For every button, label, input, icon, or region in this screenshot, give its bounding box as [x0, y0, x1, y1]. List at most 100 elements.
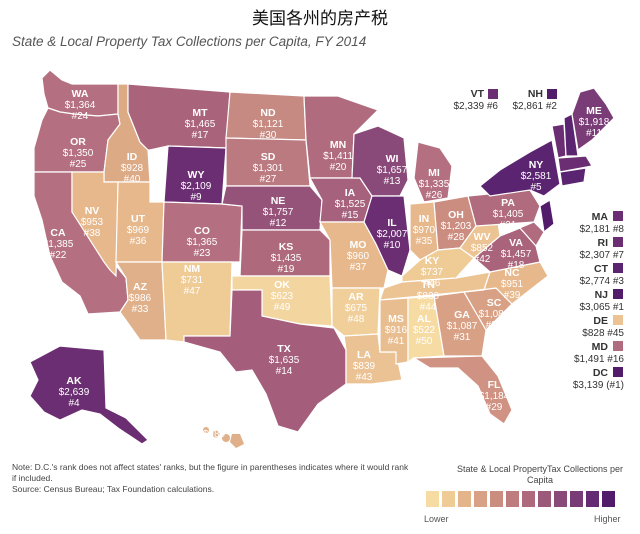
state-rank-ak: #4 — [68, 398, 80, 409]
state-rank-id: #40 — [124, 174, 141, 185]
state-rank-ar: #48 — [348, 314, 365, 325]
state-rank-pa: #21 — [500, 220, 517, 231]
state-tx — [183, 289, 347, 433]
legend-swatch — [490, 491, 503, 507]
state-label-in: IN — [419, 213, 430, 225]
state-co — [161, 201, 243, 263]
state-value-ca: $1,385 — [43, 239, 74, 250]
state-rank-ny: #5 — [530, 182, 542, 193]
state-label-wy: WY — [188, 169, 205, 181]
state-label-hi: HI — [209, 417, 220, 429]
state-label-nv: NV — [85, 205, 100, 217]
state-rank-ne: #12 — [270, 218, 287, 229]
state-label-sd: SD — [261, 151, 276, 163]
callout-label-dc: DC — [593, 367, 609, 379]
state-rank-tn: #44 — [420, 302, 437, 313]
callout-value-ct: $2,774 #3 — [580, 276, 625, 287]
swatch-md — [613, 341, 623, 351]
state-label-ak: AK — [66, 375, 82, 387]
legend-color-scale — [426, 491, 615, 507]
state-label-or: OR — [70, 136, 86, 148]
state-rank-wi: #13 — [384, 176, 401, 187]
state-value-oh: $1,203 — [441, 221, 472, 232]
state-value-ny: $2,581 — [521, 171, 552, 182]
state-label-fl: FL — [488, 379, 501, 391]
legend-swatch — [458, 491, 471, 507]
state-rank-ks: #19 — [278, 264, 295, 275]
state-value-az: $986 — [129, 293, 152, 304]
state-label-id: ID — [127, 151, 138, 163]
state-ak — [29, 345, 149, 445]
state-il — [363, 195, 411, 277]
state-value-hi: $980 — [203, 429, 226, 440]
state-value-va: $1,457 — [501, 249, 532, 260]
state-label-nm: NM — [184, 263, 201, 275]
state-label-pa: PA — [501, 197, 515, 209]
state-label-ar: AR — [348, 291, 364, 303]
callout-label-ct: CT — [594, 263, 609, 275]
state-value-me: $1,918 — [579, 117, 610, 128]
state-rank-mi: #26 — [426, 190, 443, 201]
state-label-az: AZ — [133, 281, 148, 293]
state-value-wv: $852 — [471, 243, 494, 254]
state-label-mi: MI — [428, 167, 440, 179]
state-rank-co: #23 — [194, 248, 211, 259]
state-value-tx: $1,635 — [269, 355, 300, 366]
callout-value-ma: $2,181 #8 — [580, 224, 625, 235]
state-rank-ca: #22 — [50, 250, 67, 261]
callout-label-ma: MA — [592, 211, 609, 223]
state-hi — [203, 427, 244, 448]
state-rank-ky: #46 — [424, 278, 441, 289]
top-callout-labels: VT$2,339 #6 NH$2,861 #2 — [454, 88, 558, 112]
state-value-ar: $675 — [345, 303, 368, 314]
state-value-id: $928 — [121, 163, 144, 174]
state-label-mo: MO — [350, 239, 367, 251]
callout-label-md: MD — [592, 341, 609, 353]
state-value-ne: $1,757 — [263, 207, 294, 218]
state-value-ky: $737 — [421, 267, 444, 278]
state-label-wv: WV — [474, 231, 491, 243]
state-label-ut: UT — [131, 213, 146, 225]
swatch-dc — [613, 367, 623, 377]
state-ny — [479, 139, 561, 197]
state-wv — [459, 221, 501, 259]
swatch-vt — [488, 89, 498, 99]
state-value-ut: $969 — [127, 225, 150, 236]
state-rank-sd: #27 — [260, 174, 277, 185]
state-label-ia: IA — [345, 187, 356, 199]
state-rank-sc: #32 — [486, 320, 503, 331]
state-rank-al: #50 — [416, 336, 433, 347]
swatch-de — [613, 315, 623, 325]
state-label-la: LA — [357, 349, 371, 361]
state-rank-va: #18 — [508, 260, 525, 271]
state-value-in: $970 — [413, 225, 436, 236]
state-nv — [71, 171, 119, 278]
state-rank-nc: #39 — [504, 290, 521, 301]
callout-value-de: $828 #45 — [582, 328, 624, 339]
state-rank-mt: #17 — [192, 130, 209, 141]
legend-high-label: Higher — [594, 514, 621, 524]
callout-value-ri: $2,307 #7 — [580, 250, 625, 261]
legend-swatch — [554, 491, 567, 507]
state-labels: WA$1,364#24OR$1,350#25CA$1,385#22ID$928#… — [43, 88, 610, 451]
state-label-il: IL — [387, 217, 397, 229]
state-label-mt: MT — [192, 107, 208, 119]
swatch-nj — [613, 289, 623, 299]
state-md-de — [499, 221, 545, 248]
state-value-nd: $1,121 — [253, 119, 284, 130]
legend-swatch — [570, 491, 583, 507]
state-value-wi: $1,657 — [377, 165, 408, 176]
state-la — [343, 333, 403, 385]
state-label-wa: WA — [72, 88, 89, 100]
state-rank-ga: #31 — [454, 332, 471, 343]
map-subtitle: State & Local Property Tax Collections p… — [12, 34, 367, 49]
state-label-va: VA — [509, 237, 523, 249]
state-label-nc: NC — [504, 267, 520, 279]
state-rank-me: #11 — [586, 128, 602, 139]
state-rank-ut: #36 — [130, 236, 147, 247]
state-rank-nm: #47 — [184, 286, 201, 297]
legend-swatch — [522, 491, 535, 507]
state-value-mt: $1,465 — [185, 119, 216, 130]
state-label-ky: KY — [425, 255, 440, 267]
